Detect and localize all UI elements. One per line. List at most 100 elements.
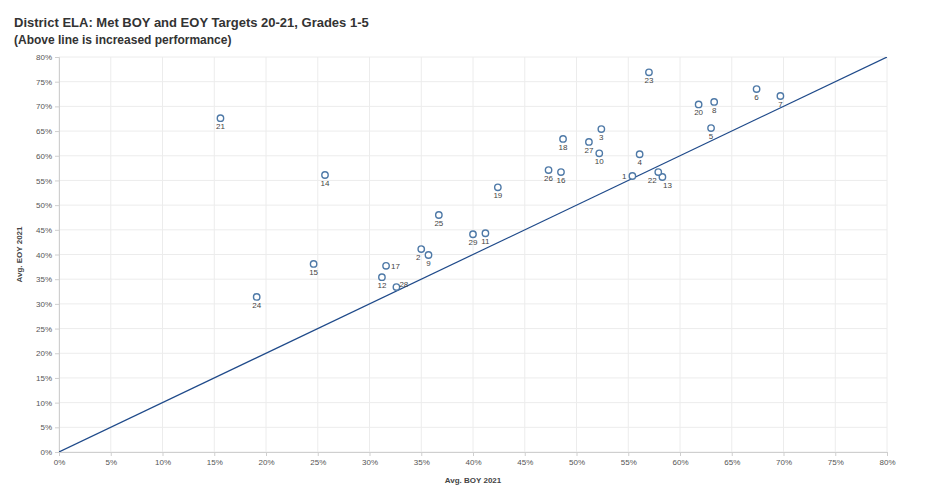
- axis-line: [60, 453, 888, 457]
- tick-mark: [55, 205, 59, 206]
- tick-mark: [55, 106, 59, 107]
- tick-mark: [55, 230, 59, 231]
- tick-label: 20%: [36, 349, 52, 358]
- tick-label: 40%: [465, 458, 481, 467]
- tick: 35%: [36, 275, 59, 284]
- tick-mark: [887, 452, 888, 456]
- tick: 10%: [36, 399, 59, 408]
- point-label: 27: [584, 146, 593, 155]
- point-label: 5: [709, 132, 714, 141]
- grid: [59, 57, 887, 452]
- tick: 65%: [36, 127, 59, 136]
- axis-line: [55, 58, 60, 453]
- tick-mark: [55, 82, 59, 83]
- x-axis: 0%5%10%15%20%25%30%35%40%45%50%55%60%65%…: [54, 452, 896, 467]
- point: [695, 101, 701, 107]
- point-label: 7: [778, 100, 783, 109]
- tick-label: 70%: [776, 458, 792, 467]
- point: [470, 231, 476, 237]
- tick-mark: [55, 353, 59, 354]
- tick: 30%: [362, 452, 378, 467]
- point-label: 20: [694, 108, 703, 117]
- tick-mark: [473, 452, 474, 456]
- grid-line-y: [59, 328, 887, 329]
- tick-label: 80%: [36, 53, 52, 62]
- tick-label: 75%: [36, 78, 52, 87]
- point: [598, 126, 604, 132]
- tick-label: 20%: [258, 458, 274, 467]
- point-label: 14: [321, 179, 330, 188]
- tick-label: 55%: [621, 458, 637, 467]
- grid-line-y: [59, 57, 887, 58]
- grid-line-y: [59, 427, 887, 428]
- tick: 30%: [36, 300, 59, 309]
- tick-label: 0%: [40, 448, 52, 457]
- tick: 40%: [36, 251, 59, 260]
- tick: 5%: [105, 452, 117, 467]
- point: [310, 261, 316, 267]
- tick-mark: [628, 452, 629, 456]
- tick-label: 5%: [105, 458, 117, 467]
- point-label: 25: [434, 219, 443, 228]
- tick-mark: [266, 452, 267, 456]
- tick-mark: [163, 452, 164, 456]
- reference-line: [59, 57, 887, 452]
- tick-label: 60%: [36, 152, 52, 161]
- point-label: 21: [216, 122, 225, 131]
- title: District ELA: Met BOY and EOY Targets 20…: [14, 15, 369, 30]
- tick-label: 30%: [36, 300, 52, 309]
- grid-line-y: [59, 205, 887, 206]
- tick: 65%: [724, 452, 740, 467]
- subtitle: (Above line is increased performance): [14, 33, 231, 47]
- point: [379, 274, 385, 280]
- tick-mark: [55, 452, 59, 453]
- grid-line-y: [59, 106, 887, 107]
- tick-mark: [55, 131, 59, 132]
- grid-line-y: [59, 155, 887, 156]
- tick-mark: [55, 304, 59, 305]
- tick-mark: [525, 452, 526, 456]
- point-label: 1: [622, 172, 627, 181]
- tick-label: 10%: [36, 399, 52, 408]
- y-axis-title: Avg. EOY 2021: [15, 226, 24, 283]
- grid-line-y: [59, 131, 887, 132]
- point: [253, 294, 259, 300]
- tick-label: 75%: [828, 458, 844, 467]
- point-label: 16: [557, 176, 566, 185]
- tick-label: 15%: [36, 374, 52, 383]
- tick-label: 50%: [569, 458, 585, 467]
- tick-mark: [732, 452, 733, 456]
- point: [482, 230, 488, 236]
- tick-label: 45%: [517, 458, 533, 467]
- tick-label: 35%: [36, 275, 52, 284]
- tick: 25%: [36, 325, 59, 334]
- tick-label: 65%: [36, 127, 52, 136]
- tick-label: 30%: [362, 458, 378, 467]
- tick: 55%: [621, 452, 637, 467]
- point-label: 11: [481, 237, 490, 246]
- tick: 75%: [828, 452, 844, 467]
- point: [586, 139, 592, 145]
- tick-label: 25%: [310, 458, 326, 467]
- tick-label: 5%: [40, 423, 52, 432]
- tick: 20%: [258, 452, 274, 467]
- point: [596, 150, 602, 156]
- point: [777, 93, 783, 99]
- tick-label: 70%: [36, 102, 52, 111]
- tick-label: 65%: [724, 458, 740, 467]
- point: [753, 86, 759, 92]
- plot: 0%5%10%15%20%25%30%35%40%45%50%55%60%65%…: [36, 53, 896, 467]
- point-label: 13: [663, 181, 672, 190]
- tick-mark: [55, 329, 59, 330]
- tick-label: 25%: [36, 325, 52, 334]
- point-label: 4: [637, 158, 642, 167]
- tick-mark: [55, 403, 59, 404]
- point-label: 23: [644, 76, 653, 85]
- tick: 50%: [36, 201, 59, 210]
- grid-line-y: [59, 180, 887, 181]
- tick-label: 35%: [414, 458, 430, 467]
- tick: 70%: [776, 452, 792, 467]
- point-label: 24: [252, 301, 261, 310]
- point: [217, 115, 223, 121]
- tick: 0%: [40, 448, 59, 457]
